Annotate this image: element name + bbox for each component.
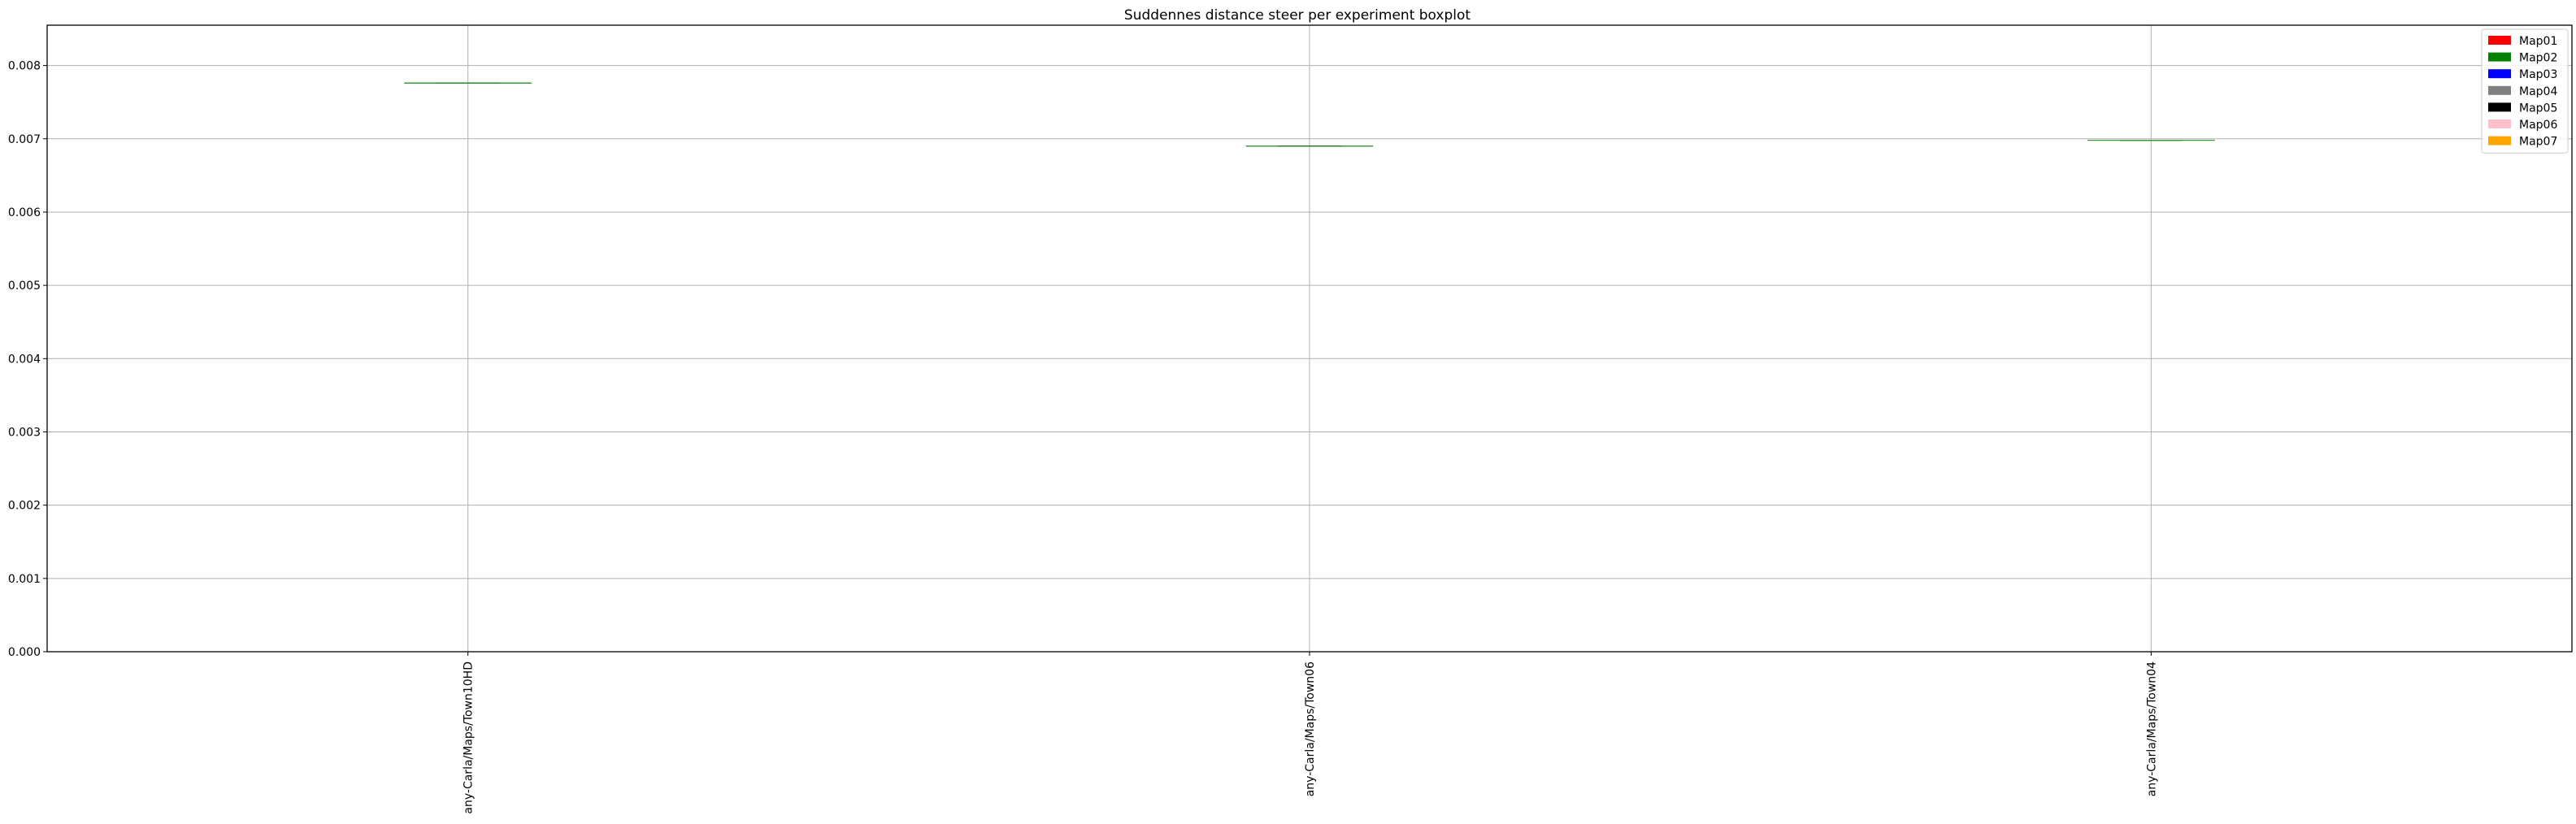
legend-label: Map04 [2519, 85, 2557, 98]
legend-label: Map03 [2519, 68, 2557, 81]
legend-swatch [2488, 69, 2511, 78]
y-tick-label: 0.005 [8, 280, 41, 293]
legend-swatch [2488, 86, 2511, 95]
x-tick-label: any-Carla/Maps/Town04 [2145, 661, 2158, 796]
legend-swatch [2488, 36, 2511, 45]
y-tick-label: 0.007 [8, 133, 41, 146]
x-tick-label: any-Carla/Maps/Town10HD [463, 661, 476, 814]
y-tick-label: 0.003 [8, 426, 41, 439]
legend-label: Map02 [2519, 52, 2557, 65]
y-tick-label: 0.002 [8, 500, 41, 513]
y-tick-label: 0.001 [8, 573, 41, 586]
chart-title: Suddennes distance steer per experiment … [1124, 7, 1470, 24]
legend-swatch [2488, 53, 2511, 62]
legend-label: Map07 [2519, 136, 2557, 149]
y-axis: 0.000 0.001 0.002 0.003 0.004 0.005 0.006 0.007… [8, 60, 47, 659]
y-tick-label: 0.006 [8, 206, 41, 219]
legend: Map01 Map02 Map03 Map04 Map05 Map06 Map07 [2482, 29, 2568, 153]
legend-swatch [2488, 137, 2511, 145]
x-axis: any-Carla/Maps/Town10HD any-Carla/Maps/To… [463, 652, 2159, 814]
legend-label: Map01 [2519, 35, 2557, 48]
legend-label: Map06 [2519, 119, 2557, 132]
legend-label: Map05 [2519, 102, 2557, 115]
legend-swatch [2488, 119, 2511, 128]
y-tick-label: 0.008 [8, 60, 41, 73]
y-tick-label: 0.000 [8, 646, 41, 659]
legend-swatch [2488, 102, 2511, 111]
grid [47, 25, 2572, 652]
y-tick-label: 0.004 [8, 353, 41, 366]
x-tick-label: any-Carla/Maps/Town06 [1304, 661, 1317, 796]
